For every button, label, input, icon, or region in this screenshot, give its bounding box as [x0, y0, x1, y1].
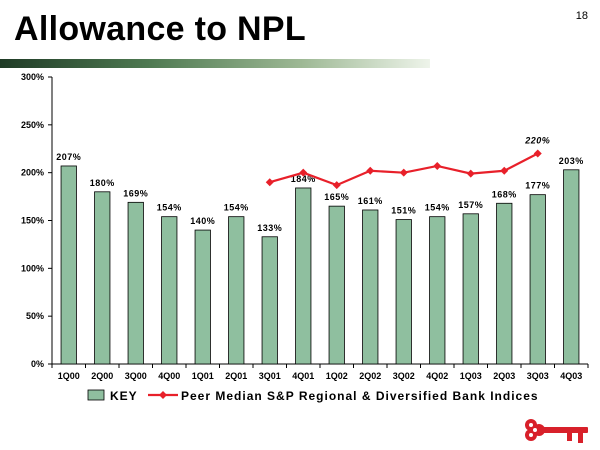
bar: [496, 202, 513, 365]
bar-data-label: 154%: [425, 203, 450, 213]
title-underline: [0, 59, 430, 68]
x-tick-label: 1Q01: [192, 371, 214, 381]
y-tick-label: 250%: [21, 120, 44, 130]
x-tick-label: 4Q02: [426, 371, 448, 381]
bar-data-label: 184%: [291, 174, 316, 184]
page-number: 18: [575, 10, 588, 22]
y-tick-label: 200%: [21, 168, 44, 178]
x-axis-tick-labels: 1Q00 2Q00 3Q00 4Q00 1Q01 2Q01 3Q01 4Q01 1Q02 2Q02…: [58, 371, 583, 381]
bar: [194, 229, 211, 365]
x-tick-label: 2Q03: [493, 371, 515, 381]
peer-median-marker: [399, 168, 408, 177]
peer-median-marker: [366, 166, 375, 175]
peer-median-data-label: 220%: [524, 136, 550, 146]
x-tick-label: 2Q01: [225, 371, 247, 381]
bar-data-label: 154%: [224, 203, 249, 213]
chart-legend: KEY Peer Median S&P Regional & Diversifie…: [87, 389, 539, 403]
x-tick-label: 2Q02: [359, 371, 381, 381]
legend-swatch-key: [87, 389, 105, 401]
legend-swatch-peer-marker: [159, 391, 167, 399]
y-tick-label: 300%: [21, 72, 44, 82]
bar: [362, 209, 379, 365]
bar: [295, 187, 312, 365]
x-tick-label: 3Q02: [393, 371, 415, 381]
bar-data-label: 165%: [324, 192, 349, 202]
peer-median-marker: [500, 166, 509, 175]
bar-data-label: 154%: [157, 203, 182, 213]
bar: [429, 216, 446, 365]
bar-data-label: 169%: [123, 188, 148, 198]
y-tick-label: 50%: [26, 311, 44, 321]
x-tick-label: 2Q00: [91, 371, 113, 381]
x-tick-label: 1Q00: [58, 371, 80, 381]
peer-median-marker: [332, 181, 341, 190]
bar: [228, 216, 245, 365]
y-tick-label: 0%: [31, 359, 44, 369]
bar-data-label: 161%: [358, 196, 383, 206]
key-logo-icon: [525, 419, 588, 443]
bar: [529, 194, 546, 365]
bar: [127, 201, 144, 365]
bar: [261, 236, 278, 365]
peer-median-marker: [533, 149, 542, 158]
bar: [563, 169, 580, 365]
x-tick-label: 1Q03: [460, 371, 482, 381]
bar: [94, 191, 111, 365]
y-axis-tick-labels: 0% 50% 100% 150% 200% 250% 300%: [21, 72, 44, 369]
bar-data-label: 133%: [257, 223, 282, 233]
bar-data-label: 203%: [559, 156, 584, 166]
bar-data-label: 180%: [90, 178, 115, 188]
peer-median-marker: [265, 178, 274, 187]
x-tick-label: 1Q02: [326, 371, 348, 381]
bar: [395, 219, 412, 365]
peer-median-marker: [433, 161, 442, 170]
peer-median-marker: [466, 169, 475, 178]
page-title: Allowance to NPL: [14, 10, 306, 48]
x-tick-label: 4Q01: [292, 371, 314, 381]
line-series-peer-median: 220%: [265, 136, 550, 190]
peer-median-marker: [299, 168, 308, 177]
x-tick-label: 4Q00: [158, 371, 180, 381]
bar-data-labels: 207% 180% 169% 154% 140% 154% 133% 184% 165% 161%…: [56, 152, 584, 233]
bar: [462, 213, 479, 365]
bar-data-label: 157%: [458, 200, 483, 210]
x-tick-label: 3Q01: [259, 371, 281, 381]
y-tick-label: 100%: [21, 263, 44, 273]
bar-data-label: 151%: [391, 206, 416, 216]
bar-data-label: 140%: [190, 216, 215, 226]
bar: [161, 216, 178, 365]
x-tick-label: 3Q00: [125, 371, 147, 381]
bar-data-label: 177%: [525, 181, 550, 191]
bar-data-label: 207%: [56, 152, 81, 162]
x-tick-label: 4Q03: [560, 371, 582, 381]
bar-data-label: 168%: [492, 189, 517, 199]
bar: [328, 205, 345, 365]
y-tick-label: 150%: [21, 216, 44, 226]
legend-label-peer-median: Peer Median S&P Regional & Diversified B…: [181, 389, 539, 403]
bar-series-key: [60, 165, 580, 365]
bar: [60, 165, 77, 365]
legend-label-key: KEY: [110, 389, 138, 403]
x-tick-label: 3Q03: [527, 371, 549, 381]
